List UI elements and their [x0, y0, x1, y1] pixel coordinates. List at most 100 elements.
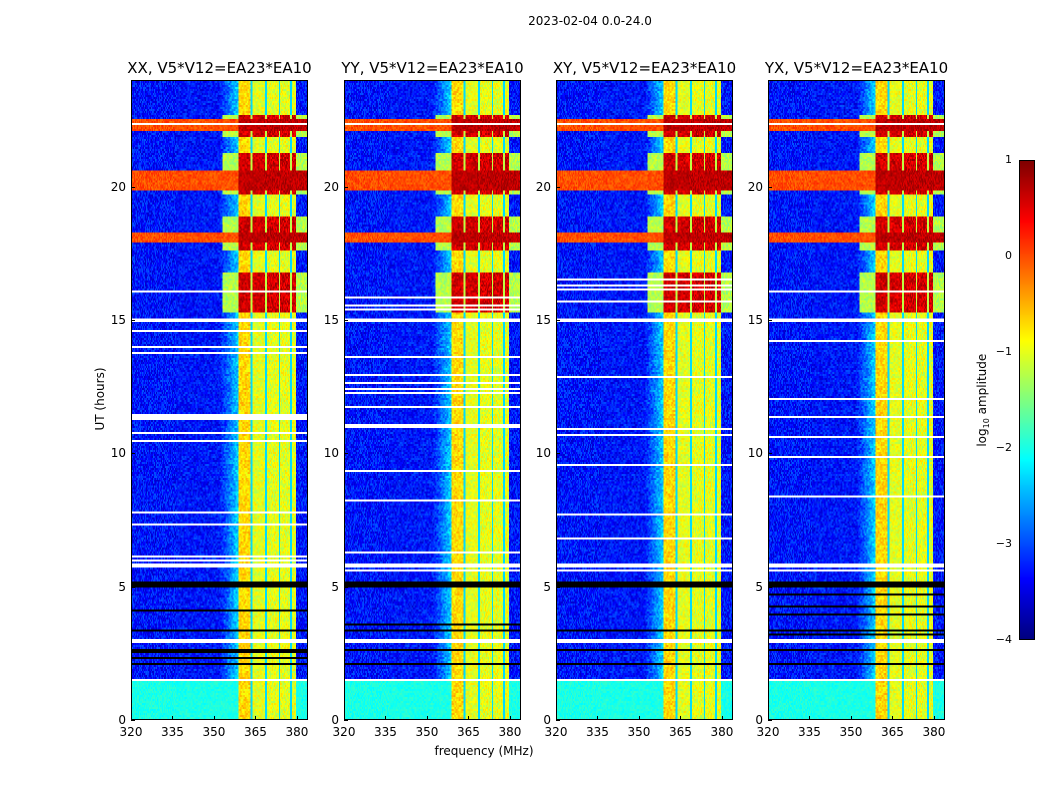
y-tick-label: 0 — [543, 713, 551, 727]
y-tick-label: 5 — [755, 579, 763, 594]
y-tick-label: 20 — [747, 179, 763, 194]
x-tick-label: 320 — [544, 725, 568, 739]
x-tick-label: 335 — [161, 725, 184, 739]
x-tick-mark — [255, 716, 257, 720]
colorbar-label: log10 amplitude — [974, 353, 992, 447]
y-tick-mark — [131, 453, 135, 455]
x-tick-mark — [426, 716, 428, 720]
y-tick-mark — [131, 320, 135, 321]
x-tick-label: 380 — [710, 725, 734, 739]
y-tick-mark — [556, 186, 560, 188]
x-axis-label: frequency (MHz) — [434, 744, 534, 758]
x-tick-mark — [468, 716, 470, 720]
y-tick-mark — [131, 720, 135, 721]
panel-title: YX, V5*V12=EA23*EA10 — [764, 59, 949, 77]
y-tick-label: 15 — [110, 313, 126, 327]
y-axis-label: UT (hours) — [93, 367, 107, 431]
y-tick-label: 20 — [535, 179, 551, 194]
x-tick-label: 335 — [586, 725, 609, 739]
x-tick-label: 335 — [798, 725, 821, 739]
x-tick-mark — [296, 716, 298, 720]
x-tick-label: 380 — [922, 725, 946, 739]
x-tick-mark — [385, 716, 387, 720]
x-tick-mark — [768, 716, 769, 720]
y-tick-mark — [768, 586, 772, 588]
y-tick-label: 0 — [331, 713, 339, 727]
x-tick-label: 365 — [457, 725, 480, 739]
x-tick-mark — [680, 716, 682, 720]
y-tick-label: 10 — [747, 446, 763, 461]
colorbar-tick-label: 0 — [1005, 249, 1012, 262]
y-tick-label: 0 — [118, 713, 126, 727]
y-tick-mark — [556, 453, 560, 455]
x-tick-mark — [597, 716, 599, 720]
y-tick-mark — [556, 720, 560, 721]
waterfall-panel — [768, 80, 945, 720]
waterfall-heatmap — [132, 81, 307, 719]
y-tick-label: 15 — [535, 313, 551, 327]
waterfall-heatmap — [769, 81, 944, 719]
x-tick-label: 350 — [839, 725, 863, 739]
x-tick-label: 350 — [415, 725, 439, 739]
x-tick-label: 350 — [202, 725, 226, 739]
x-tick-mark — [933, 716, 935, 720]
colorbar-tick-label: −4 — [995, 633, 1012, 646]
y-tick-mark — [344, 720, 348, 721]
y-tick-label: 0 — [755, 713, 763, 727]
colorbar-tick-label: 1 — [1005, 153, 1012, 166]
y-tick-mark — [768, 320, 772, 321]
x-tick-label: 380 — [498, 725, 522, 739]
x-tick-mark — [892, 716, 894, 720]
waterfall-heatmap — [557, 81, 732, 719]
waterfall-panel — [556, 80, 733, 720]
x-tick-mark — [638, 716, 640, 720]
x-tick-mark — [809, 716, 811, 720]
y-tick-mark — [344, 320, 348, 321]
x-tick-label: 365 — [881, 725, 904, 739]
waterfall-heatmap — [345, 81, 520, 719]
x-tick-label: 335 — [374, 725, 397, 739]
y-tick-mark — [344, 453, 348, 455]
x-tick-mark — [131, 716, 132, 720]
colorbar-tick-label: −3 — [995, 537, 1012, 550]
y-tick-label: 5 — [543, 579, 551, 594]
x-tick-mark — [850, 716, 852, 720]
x-tick-mark — [344, 716, 345, 720]
x-tick-mark — [172, 716, 174, 720]
y-tick-label: 5 — [331, 579, 339, 594]
x-tick-label: 350 — [627, 725, 651, 739]
y-tick-mark — [344, 586, 348, 588]
figure-suptitle: 2023-02-04 0.0-24.0 — [528, 14, 652, 28]
y-tick-label: 10 — [535, 446, 551, 461]
y-tick-label: 20 — [110, 179, 126, 194]
y-tick-mark — [344, 186, 348, 188]
y-tick-mark — [556, 586, 560, 588]
x-tick-mark — [556, 716, 557, 720]
x-tick-label: 320 — [756, 725, 780, 739]
x-tick-label: 365 — [669, 725, 692, 739]
x-tick-label: 365 — [244, 725, 267, 739]
colorbar-gradient — [1020, 161, 1034, 639]
colorbar-tick-label: −2 — [995, 441, 1012, 454]
y-tick-mark — [768, 453, 772, 455]
y-tick-mark — [131, 586, 135, 588]
y-tick-label: 5 — [118, 579, 126, 594]
colorbar-tick-label: −1 — [995, 345, 1012, 358]
panel-title: XY, V5*V12=EA23*EA10 — [552, 59, 737, 77]
y-tick-mark — [768, 720, 772, 721]
waterfall-panel — [131, 80, 308, 720]
panel-title: YY, V5*V12=EA23*EA10 — [341, 59, 524, 77]
y-tick-mark — [768, 186, 772, 188]
y-tick-label: 20 — [323, 179, 339, 194]
y-tick-label: 15 — [747, 313, 763, 327]
y-tick-mark — [131, 186, 135, 188]
y-tick-label: 10 — [323, 446, 339, 461]
colorbar — [1019, 160, 1035, 640]
x-tick-label: 380 — [285, 725, 309, 739]
x-tick-mark — [721, 716, 723, 720]
y-tick-mark — [556, 320, 560, 321]
panel-title: XX, V5*V12=EA23*EA10 — [127, 59, 312, 77]
waterfall-panel — [344, 80, 521, 720]
y-tick-label: 15 — [323, 313, 339, 327]
x-tick-mark — [509, 716, 511, 720]
